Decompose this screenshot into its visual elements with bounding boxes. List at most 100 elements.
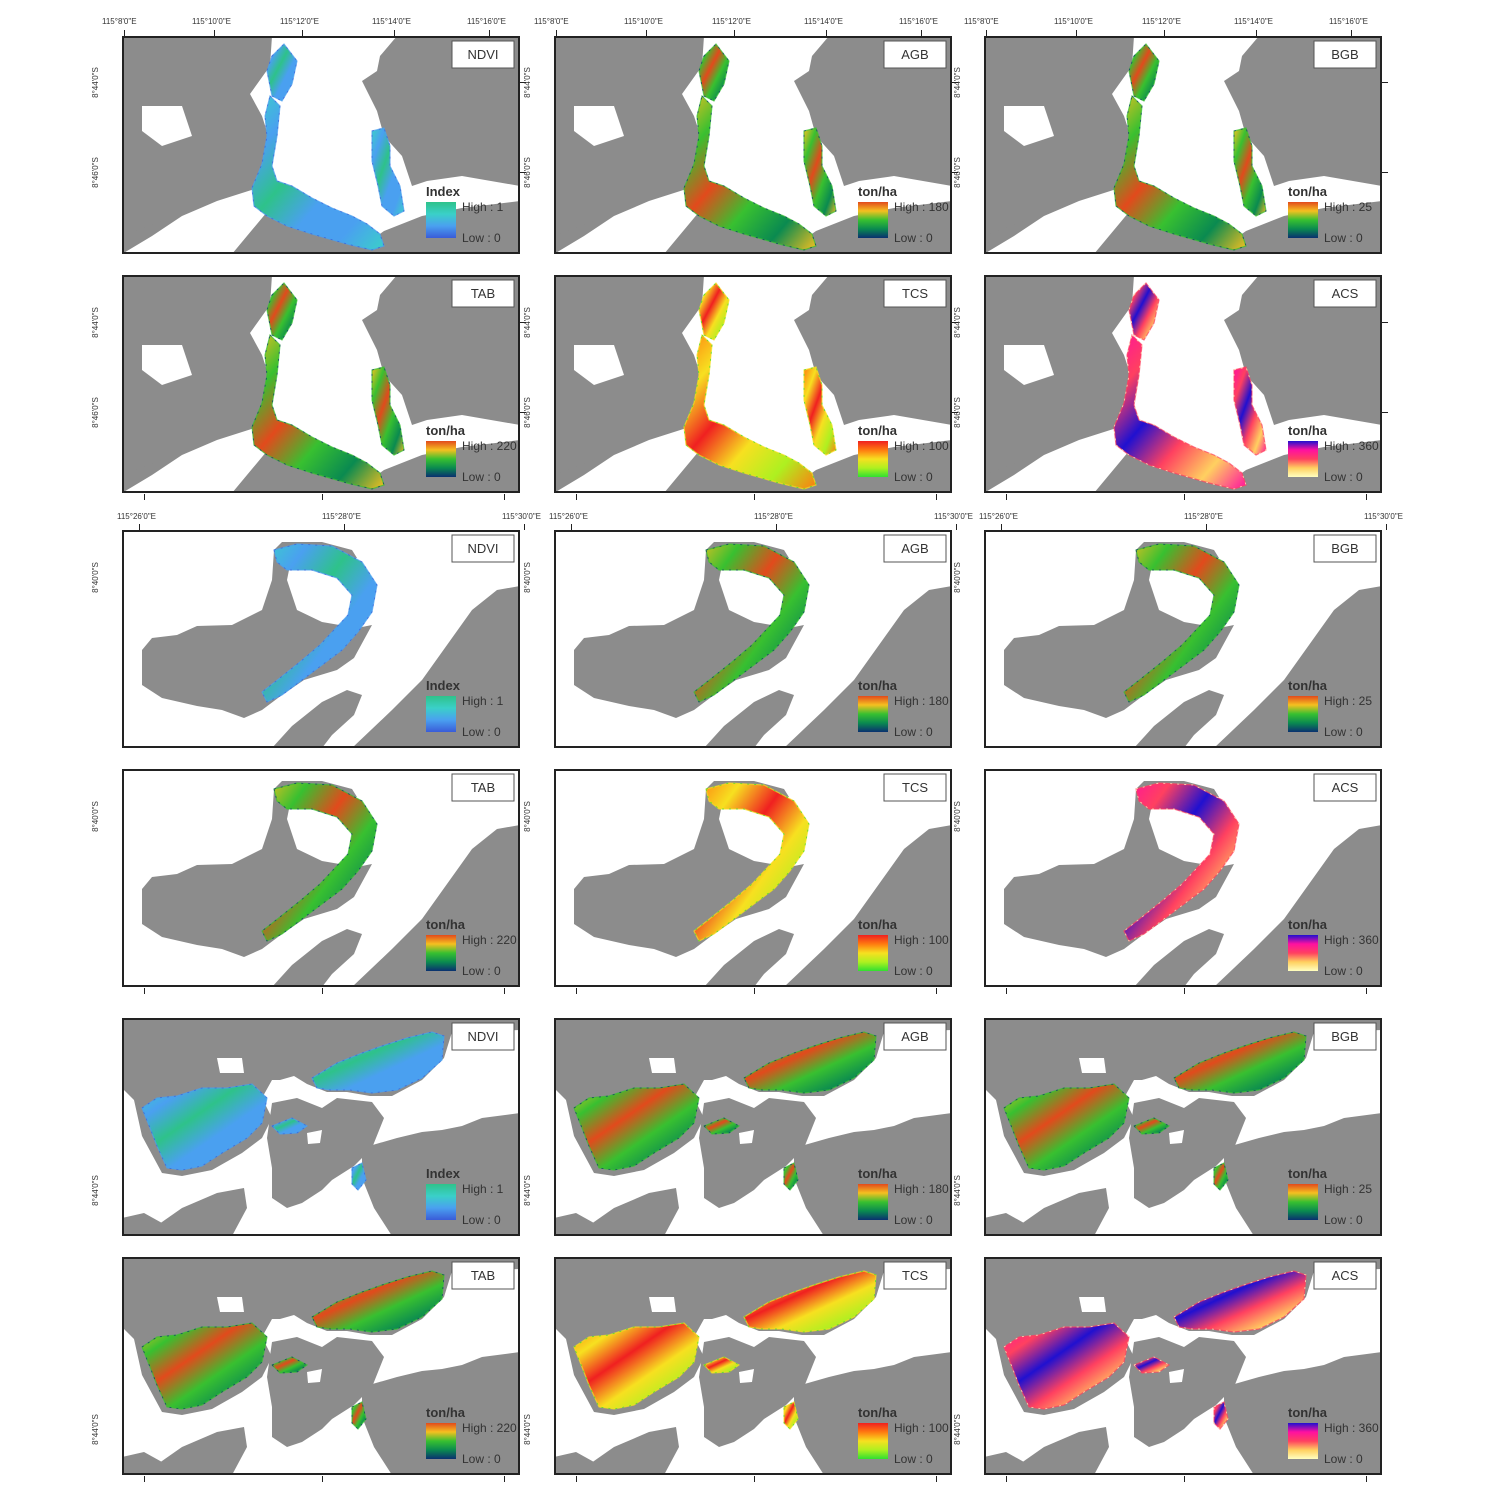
graticule-tick (520, 82, 526, 83)
legend-high: High : 220 (462, 933, 517, 947)
graticule-tick (1386, 524, 1387, 530)
panel-title-box: AGB (883, 40, 947, 69)
graticule-tick (1184, 988, 1185, 994)
graticule-tick (139, 524, 140, 530)
graticule-tick (576, 1476, 577, 1482)
legend-high: High : 100 (894, 439, 949, 453)
graticule-tick (322, 494, 323, 500)
graticule-tick (520, 322, 526, 323)
legend-low: Low : 0 (894, 725, 933, 739)
graticule-tick (556, 30, 557, 36)
legend-high: High : 25 (1324, 200, 1372, 214)
panel-title: ACS (1332, 1268, 1359, 1283)
vegetation-layer (261, 543, 378, 703)
graticule-tick (1001, 524, 1002, 530)
latitude-label: 8°44'0"S (522, 1414, 532, 1445)
latitude-label: 8°40'0"S (90, 801, 100, 832)
graticule-tick (1006, 494, 1007, 500)
vegetation-layer (141, 1031, 445, 1191)
graticule-tick (524, 524, 525, 530)
map-panel-acs: ACS ton/ha High : 360 Low : 0 (984, 1257, 1382, 1475)
map-panel-bgb: BGB ton/ha High : 25 Low : 0 (984, 36, 1382, 254)
graticule-tick (322, 1476, 323, 1482)
panel-title: TAB (471, 780, 495, 795)
panel-title: TAB (471, 1268, 495, 1283)
legend-low: Low : 0 (462, 964, 501, 978)
longitude-label: 115°8'0"E (102, 17, 137, 26)
legend-low: Low : 0 (462, 725, 501, 739)
legend-high: High : 220 (462, 1421, 517, 1435)
legend-low: Low : 0 (462, 231, 501, 245)
latitude-label: 8°46'0"S (90, 157, 100, 188)
vegetation-layer (1123, 543, 1240, 703)
legend-high: High : 25 (1324, 694, 1372, 708)
graticule-tick (394, 30, 395, 36)
graticule-tick (826, 30, 827, 36)
longitude-label: 115°28'0"E (754, 512, 794, 521)
graticule-tick (1382, 172, 1388, 173)
panel-title-box: AGB (883, 534, 947, 563)
longitude-label: 115°14'0"E (804, 17, 844, 26)
latitude-label: 8°40'0"S (522, 562, 532, 593)
graticule-tick (1366, 1476, 1367, 1482)
panel-title-box: TAB (451, 773, 515, 802)
panel-title-box: BGB (1313, 1022, 1377, 1051)
map-panel-tcs: TCS ton/ha High : 100 Low : 0 (554, 1257, 952, 1475)
graticule-tick (214, 30, 215, 36)
latitude-label: 8°40'0"S (952, 562, 962, 593)
longitude-label: 115°14'0"E (372, 17, 412, 26)
legend-unit: Index (426, 1166, 461, 1181)
latitude-label: 8°44'0"S (90, 1414, 100, 1445)
panel-title: ACS (1332, 780, 1359, 795)
graticule-tick (344, 524, 345, 530)
longitude-label: 115°10'0"E (624, 17, 664, 26)
legend-unit: ton/ha (426, 423, 466, 438)
legend-unit: Index (426, 678, 461, 693)
vegetation-layer (261, 782, 378, 942)
vegetation-layer (683, 282, 837, 490)
map-panel-agb: AGB ton/ha High : 180 Low : 0 (554, 530, 952, 748)
legend-high: High : 180 (894, 694, 949, 708)
map-panel-acs: ACS ton/ha High : 360 Low : 0 (984, 769, 1382, 987)
legend-low: Low : 0 (1324, 725, 1363, 739)
graticule-tick (952, 172, 958, 173)
graticule-tick (1366, 494, 1367, 500)
longitude-label: 115°16'0"E (467, 17, 507, 26)
legend-low: Low : 0 (894, 1213, 933, 1227)
panel-title: TAB (471, 286, 495, 301)
legend-low: Low : 0 (1324, 231, 1363, 245)
panel-title-box: TCS (883, 773, 947, 802)
graticule-tick (952, 322, 958, 323)
legend-high: High : 180 (894, 200, 949, 214)
panel-title-box: NDVI (451, 534, 515, 563)
graticule-tick (754, 1476, 755, 1482)
legend-unit: ton/ha (858, 184, 898, 199)
longitude-label: 115°10'0"E (192, 17, 232, 26)
legend-high: High : 1 (462, 1182, 504, 1196)
panel-title-box: AGB (883, 1022, 947, 1051)
legend-low: Low : 0 (462, 1213, 501, 1227)
graticule-tick (1164, 30, 1165, 36)
panel-title-box: TCS (883, 1261, 947, 1290)
longitude-label: 115°30'0"E (934, 512, 974, 521)
latitude-label: 8°40'0"S (952, 801, 962, 832)
legend-unit: ton/ha (858, 678, 898, 693)
latitude-label: 8°40'0"S (522, 801, 532, 832)
legend-high: High : 100 (894, 1421, 949, 1435)
longitude-label: 115°28'0"E (1184, 512, 1224, 521)
graticule-tick (936, 1476, 937, 1482)
graticule-tick (1382, 412, 1388, 413)
panel-title: BGB (1331, 1029, 1358, 1044)
graticule-tick (520, 412, 526, 413)
panel-title: NDVI (467, 47, 498, 62)
legend-low: Low : 0 (1324, 964, 1363, 978)
legend-high: High : 360 (1324, 439, 1379, 453)
graticule-tick (776, 524, 777, 530)
